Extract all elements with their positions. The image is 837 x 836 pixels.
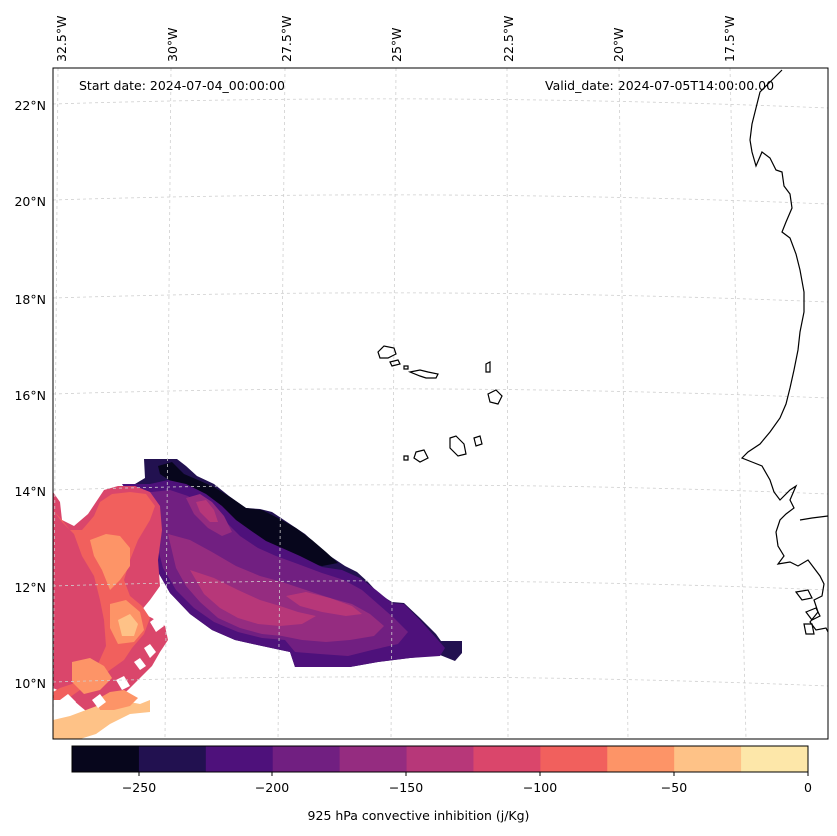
colorbar-frame xyxy=(71,745,809,773)
colorbar-label: 925 hPa convective inhibition (j/Kg) xyxy=(307,808,530,823)
colorbar-tick-label: 0 xyxy=(804,780,812,795)
africa-coastline xyxy=(740,69,828,633)
lat-label: 12°N xyxy=(14,580,46,595)
lon-label: 30°W xyxy=(165,27,180,62)
lon-label: 17.5°W xyxy=(722,16,737,62)
cin-band-sw-orange xyxy=(96,690,138,710)
graticule xyxy=(53,68,828,739)
cape-verde-brava xyxy=(403,455,409,461)
cin-band-rose xyxy=(190,570,316,626)
colorbar-tick-label: −200 xyxy=(255,780,289,795)
cin-band-rose-north xyxy=(196,500,218,522)
cin-gaps xyxy=(60,616,164,710)
cape-verde-santiago xyxy=(449,435,467,457)
cin-band-sw-peach xyxy=(53,700,150,739)
lon-label: 20°W xyxy=(611,27,626,62)
lat-label: 14°N xyxy=(14,484,46,499)
cin-band-black xyxy=(158,462,338,566)
colorbar-tick-label: −250 xyxy=(122,780,156,795)
cape-verde-fogo xyxy=(413,449,429,463)
cape-verde-sao-nicolau xyxy=(407,369,439,379)
colorbar-swatch xyxy=(406,746,474,772)
cin-contour-field xyxy=(53,459,462,739)
cape-verde-santo-antao xyxy=(377,345,397,359)
colorbar: −250 −200 −150 −100 −50 0 xyxy=(71,745,812,795)
africa-coast-e xyxy=(803,623,815,635)
cape-verde-sal xyxy=(485,361,491,373)
cin-band-plum xyxy=(168,534,384,642)
colorbar-tick-label: −150 xyxy=(389,780,423,795)
colorbar-ticks: −250 −200 −150 −100 −50 0 xyxy=(122,772,812,795)
africa-coast-c xyxy=(794,589,813,601)
lat-label: 20°N xyxy=(14,194,46,209)
colorbar-swatch xyxy=(138,746,207,772)
colorbar-swatch xyxy=(272,746,341,772)
colorbar-tick-label: −50 xyxy=(661,780,687,795)
cin-band-western-orange-a xyxy=(90,534,130,590)
cin-band-western-peach xyxy=(118,614,138,636)
lat-label: 18°N xyxy=(14,292,46,307)
lon-label: 25°W xyxy=(389,27,404,62)
colorbar-swatch xyxy=(473,746,541,772)
valid-date-label: Valid_date: 2024-07-05T14:00:00.00 xyxy=(545,78,775,93)
cape-verde-maio xyxy=(473,435,483,447)
africa-coast-d xyxy=(805,607,821,621)
lon-label: 32.5°W xyxy=(54,16,69,62)
lat-axis-labels: 22°N 20°N 18°N 16°N 14°N 12°N 10°N xyxy=(14,98,46,691)
colorbar-swatch xyxy=(339,746,408,772)
cape-verde-santa-luzia xyxy=(403,365,409,370)
colorbar-swatch xyxy=(607,746,675,772)
lon-label: 22.5°W xyxy=(501,16,516,62)
colorbar-swatches xyxy=(72,746,809,772)
lon-axis-labels: 32.5°W 30°W 27.5°W 25°W 22.5°W 20°W 17.5… xyxy=(54,16,737,62)
coastlines xyxy=(377,69,828,635)
lat-label: 22°N xyxy=(14,98,46,113)
cape-verde-sao-vicente xyxy=(389,359,401,367)
colorbar-swatch xyxy=(540,746,608,772)
cape-verde-boa-vista xyxy=(487,389,503,405)
lon-label: 27.5°W xyxy=(279,16,294,62)
colorbar-swatch xyxy=(674,746,742,772)
map-frame xyxy=(52,67,829,740)
cin-band-western-orange-c xyxy=(72,658,112,694)
colorbar-tick-label: −100 xyxy=(523,780,557,795)
colorbar-swatch xyxy=(205,746,274,772)
colorbar-swatch xyxy=(72,746,140,772)
lat-label: 10°N xyxy=(14,676,46,691)
africa-coast-b xyxy=(799,515,828,521)
colorbar-swatch xyxy=(741,746,809,772)
cin-band-rose-east xyxy=(286,592,362,616)
start-date-label: Start date: 2024-07-04_00:00:00 xyxy=(79,78,285,93)
cin-band-western-coral xyxy=(53,492,155,700)
lat-label: 16°N xyxy=(14,388,46,403)
